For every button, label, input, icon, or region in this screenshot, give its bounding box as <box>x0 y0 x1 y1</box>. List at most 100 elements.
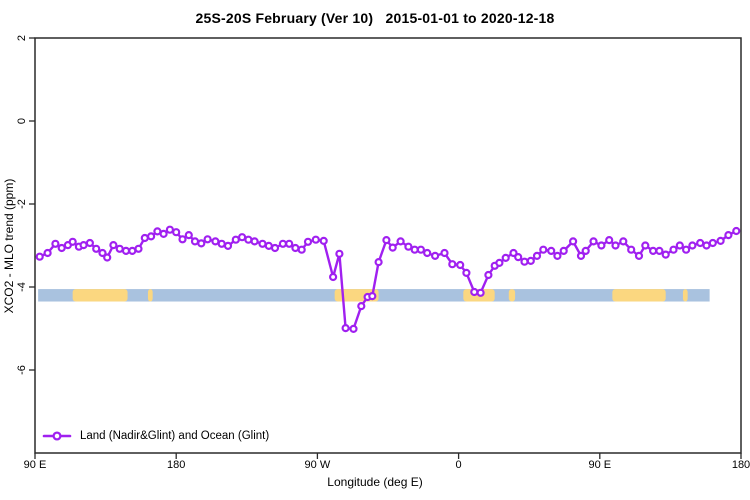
series-marker <box>404 242 413 251</box>
series-marker <box>349 324 358 333</box>
series-marker <box>539 245 548 254</box>
series-marker <box>470 287 479 297</box>
series-marker <box>669 245 678 254</box>
series-marker <box>178 235 187 244</box>
series-marker <box>627 245 636 254</box>
series-marker <box>619 237 628 246</box>
series-marker <box>217 239 226 248</box>
y-tick-label: -4 <box>16 282 28 292</box>
series-marker <box>382 236 391 245</box>
series-marker <box>291 243 300 253</box>
series-marker <box>716 236 725 245</box>
series-marker <box>197 239 206 248</box>
series-marker <box>526 256 535 265</box>
series-line <box>38 228 738 331</box>
series-marker <box>696 238 705 248</box>
series-marker <box>520 257 529 266</box>
x-tick-label: 0 <box>455 459 462 471</box>
series-marker <box>51 239 60 248</box>
land-coverage-segment <box>612 289 666 302</box>
series-marker <box>702 241 711 250</box>
series-marker <box>634 251 644 260</box>
series-marker <box>341 324 350 333</box>
legend-label: Land (Nadir&Glint) and Ocean (Glint) <box>80 430 270 442</box>
series-marker <box>270 243 280 253</box>
series-marker <box>203 235 212 244</box>
land-coverage-segment <box>682 289 688 302</box>
series-marker <box>532 251 542 260</box>
series-marker <box>568 237 578 246</box>
x-tick-label: 180 <box>167 459 186 471</box>
series-marker <box>655 246 664 255</box>
series-marker <box>495 258 504 267</box>
land-coverage-segment <box>147 289 153 302</box>
series-marker <box>109 241 118 250</box>
series-marker <box>57 243 66 253</box>
series-marker <box>147 232 156 241</box>
series-marker <box>115 244 124 253</box>
series-marker <box>416 245 425 254</box>
series-marker <box>92 244 101 253</box>
series-marker <box>153 227 162 236</box>
series-marker <box>423 248 432 258</box>
land-coverage-segment <box>508 289 516 302</box>
series-marker <box>553 251 562 260</box>
series-marker <box>98 248 107 258</box>
series-marker <box>357 302 366 311</box>
y-tick-label: 2 <box>16 34 28 42</box>
series-marker <box>335 249 344 258</box>
series-marker <box>231 235 240 244</box>
legend: Land (Nadir&Glint) and Ocean (Glint) <box>42 428 269 444</box>
series-marker <box>184 231 193 240</box>
series-marker <box>675 241 684 250</box>
series-marker <box>396 237 405 246</box>
series-marker <box>597 241 606 250</box>
series-marker <box>121 246 131 255</box>
series-marker <box>103 253 112 262</box>
series-marker <box>448 260 457 269</box>
series-marker <box>140 233 149 243</box>
series-marker <box>462 268 471 277</box>
series-marker <box>388 243 397 252</box>
series-marker <box>238 233 247 242</box>
series-marker <box>708 238 717 248</box>
x-axis-label: Longitude (deg E) <box>327 475 423 489</box>
series-marker <box>85 238 95 248</box>
series-marker <box>681 245 691 254</box>
series-marker <box>724 231 733 240</box>
series-marker <box>278 239 287 248</box>
land-coverage-segment <box>72 289 128 302</box>
series-marker <box>258 239 267 248</box>
x-tick-label: 90 W <box>304 459 331 471</box>
series-marker <box>329 272 338 282</box>
series-marker <box>576 251 586 260</box>
x-tick-label: 90 E <box>23 459 47 471</box>
series-marker <box>134 244 143 253</box>
series-marker <box>559 246 568 255</box>
series-marker <box>431 251 440 260</box>
series-marker <box>68 237 77 246</box>
series-marker <box>509 248 518 258</box>
series-marker <box>190 237 200 246</box>
series-marker <box>285 239 294 248</box>
series-marker <box>688 241 697 250</box>
series-marker <box>440 248 449 258</box>
series-marker <box>159 229 168 238</box>
series-marker <box>211 237 220 246</box>
legend-line-marker-icon <box>42 431 72 441</box>
y-tick-label: -6 <box>16 365 28 375</box>
series-marker <box>43 248 52 258</box>
series-marker <box>611 241 620 250</box>
series-marker <box>223 241 233 250</box>
series-marker <box>648 246 658 255</box>
series-marker <box>581 246 590 255</box>
series-marker <box>319 236 328 245</box>
series-marker <box>374 258 383 267</box>
series-marker <box>172 228 181 237</box>
series-marker <box>501 253 510 262</box>
series-marker <box>264 241 273 250</box>
series-marker <box>311 235 320 244</box>
series-marker <box>35 252 44 261</box>
chart-title: 25S-20S February (Ver 10) 2015-01-01 to … <box>195 10 555 26</box>
